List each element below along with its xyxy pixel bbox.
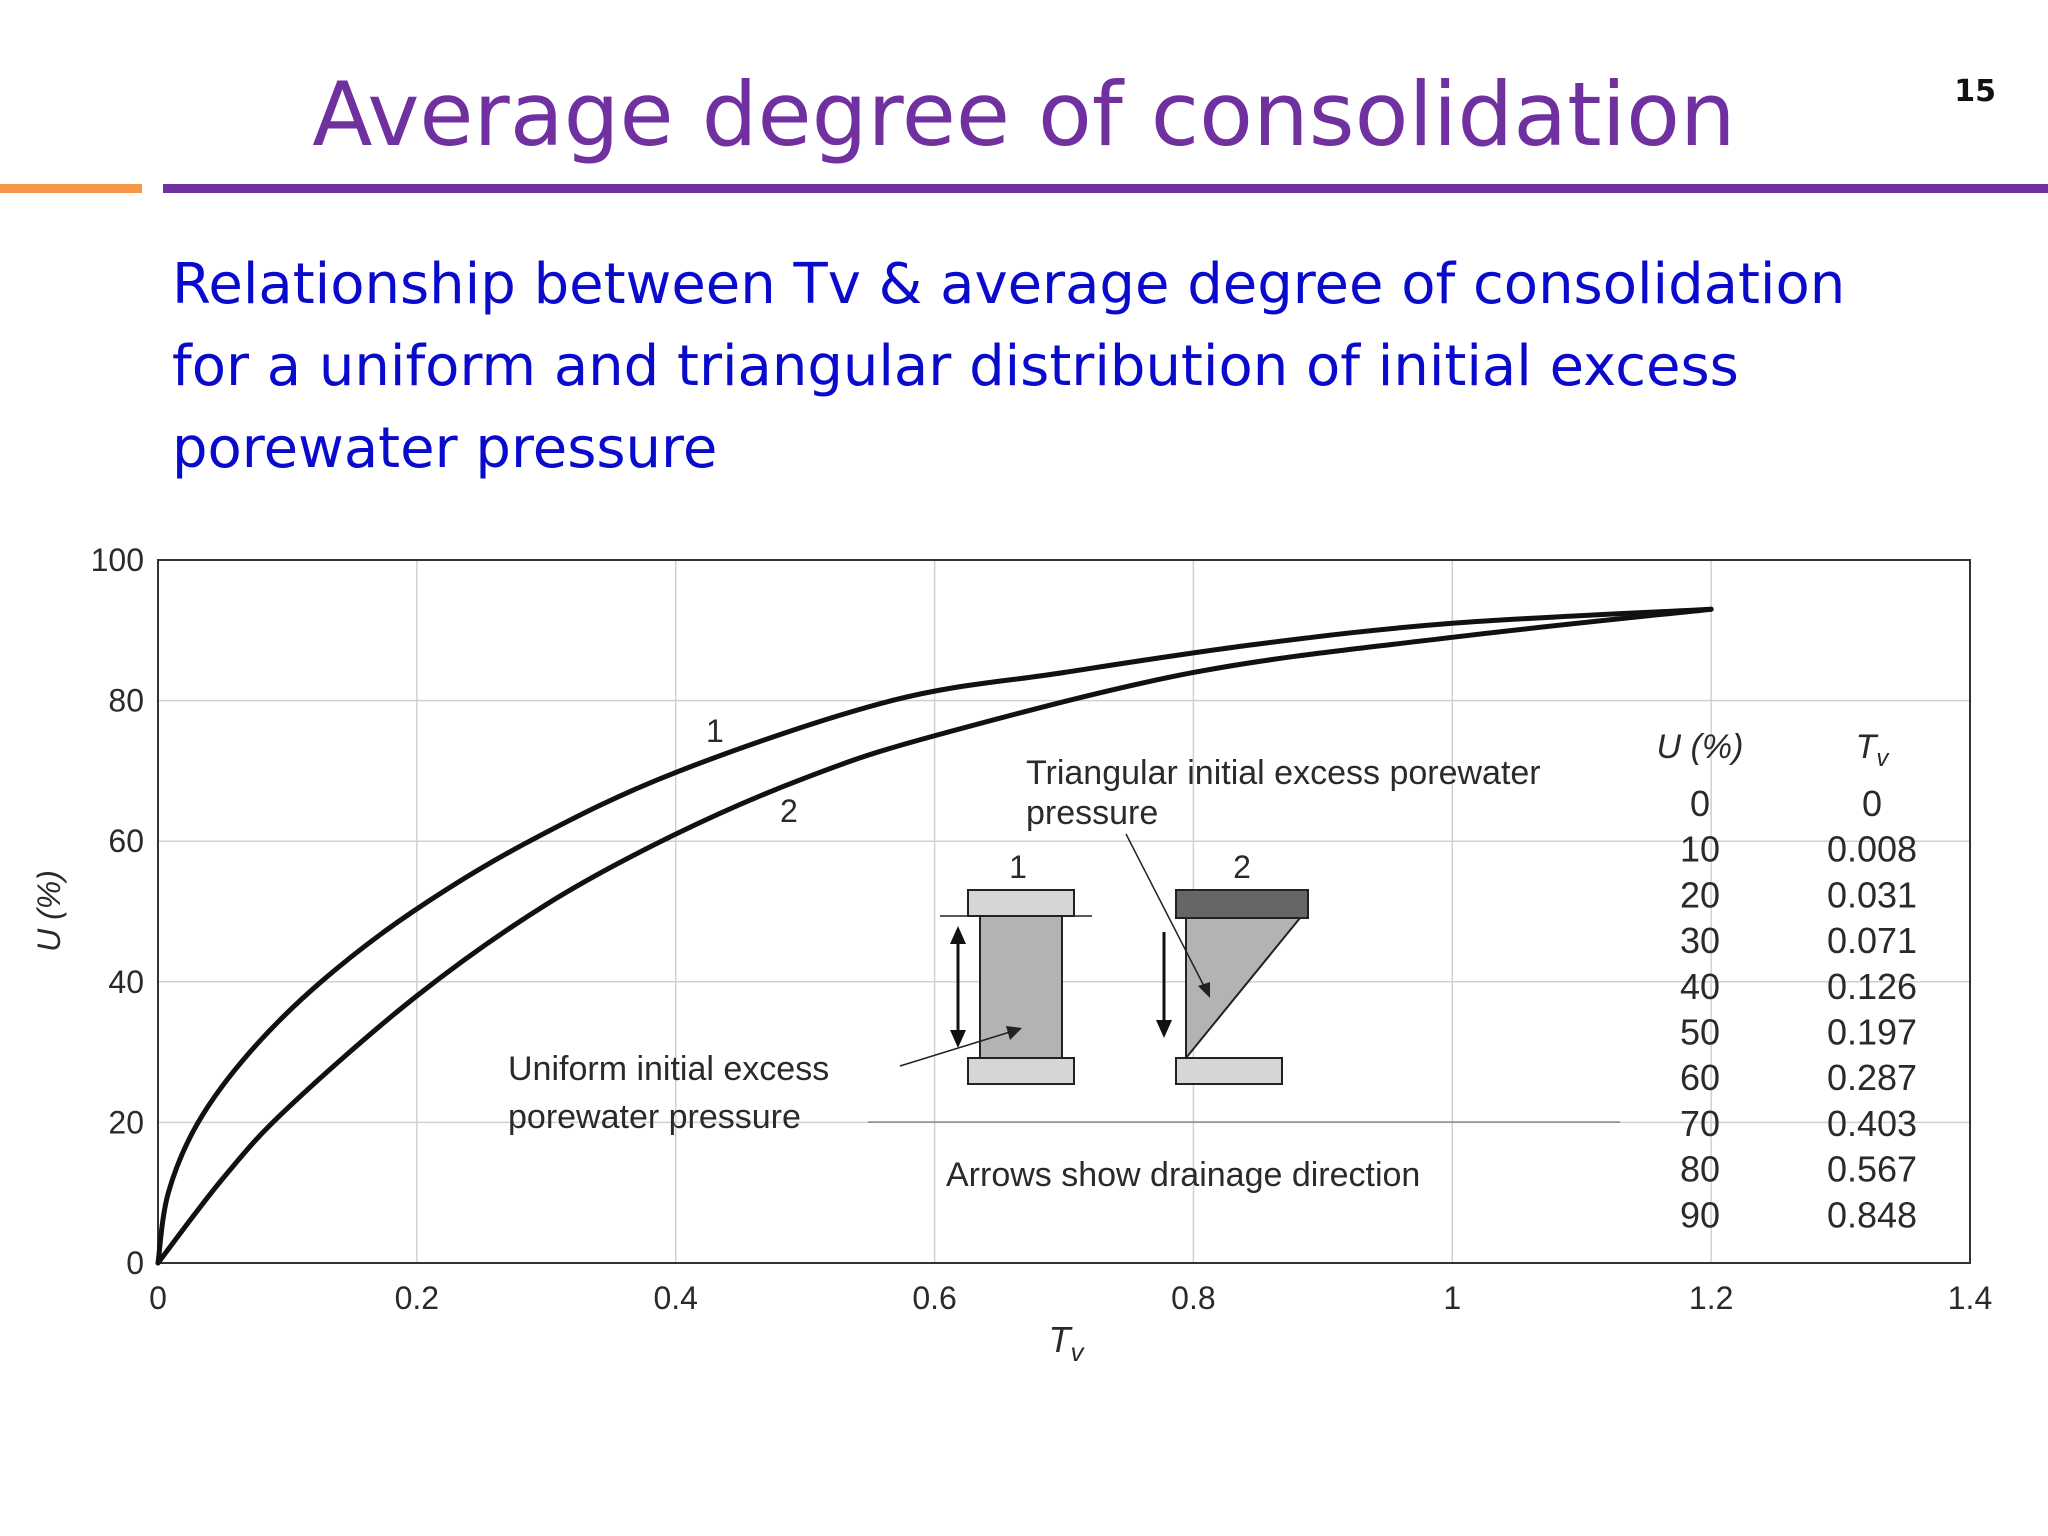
slide-number: 15 [1954,74,1996,109]
table-cell-tv: 0.287 [1827,1057,1917,1098]
curve-1 [155,606,1714,1266]
uniform-arrow-down-icon [950,1030,966,1048]
table-cell-tv: 0.848 [1827,1194,1917,1235]
table-cell-u: 60 [1680,1057,1720,1098]
uniform-callout-leader [899,1031,1011,1067]
x-tick-label: 0.4 [653,1280,697,1316]
curve-1-label: 1 [706,713,724,749]
diagram-2-label: 2 [1233,849,1251,885]
table-cell-u: 30 [1680,920,1720,961]
x-tick-label: 1.2 [1689,1280,1733,1316]
x-tick-label: 1.4 [1948,1280,1992,1316]
table-header-u: U (%) [1657,728,1744,766]
y-tick-label: 60 [108,823,144,859]
table-header-tv-main: T [1856,728,1879,766]
curves [155,606,1714,1266]
uniform-callout-arrowhead-icon [1006,1026,1022,1040]
drainage-note: Arrows show drainage direction [946,1156,1420,1194]
x-tick-label: 0 [149,1280,167,1316]
uniform-arrow-up-icon [950,926,966,944]
y-tick-label: 80 [108,683,144,719]
plot-frame [157,559,1971,1264]
triangular-pressure-block [1185,917,1303,1061]
table-rows: 0 0 10 0.008 20 0.031 30 0.071 40 0.126 50 0.197 60 0… [1680,783,1917,1235]
table-cell-u: 10 [1680,829,1720,870]
table-cell-u: 20 [1680,874,1720,915]
uniform-top-plate [967,889,1075,917]
curve-2-label: 2 [780,793,798,829]
triangular-arrow-down-icon [1156,1020,1172,1038]
curve-2 [155,606,1714,1266]
triangular-callout-arrowhead-icon [1198,982,1210,998]
x-tick-label: 0.6 [912,1280,956,1316]
uniform-bottom-plate [967,1057,1075,1085]
y-axis-ticks: 0 20 40 60 80 100 [91,542,144,1281]
triangular-distribution-diagram: 2 [1156,849,1309,1085]
y-tick-label: 0 [126,1245,144,1281]
table-cell-tv: 0.008 [1827,829,1917,870]
table-cell-tv: 0.197 [1827,1012,1917,1053]
x-tick-label: 1 [1443,1280,1461,1316]
table-cell-tv: 0.403 [1827,1103,1917,1144]
table-cell-tv: 0.031 [1827,874,1917,915]
uniform-callout-line-2: porewater pressure [508,1098,801,1136]
y-axis-label: U (%) [31,870,67,952]
x-tick-label: 0.8 [1171,1280,1215,1316]
table-cell-tv: 0.126 [1827,966,1917,1007]
slide-title: Average degree of consolidation [312,63,1736,166]
table-header-tv: Tv [1856,728,1891,772]
triangular-callout-line-1: Triangular initial excess porewater [1026,754,1541,792]
slide-subtitle: Relationship between Tv & average degree… [172,252,1846,481]
title-rule [163,184,2048,193]
x-axis-label: T [1049,1319,1074,1360]
table-header-tv-subscript: v [1876,745,1890,772]
x-axis-label-subscript: v [1071,1337,1086,1367]
tv-reference-table: U (%) Tv 0 0 10 0.008 20 0.031 30 0.071 40 0.126 5… [1657,728,1917,1235]
triangular-top-plate [1175,889,1309,919]
x-axis-title: Tv [1049,1319,1086,1367]
y-tick-label: 20 [108,1104,144,1140]
table-cell-tv: 0.567 [1827,1149,1917,1190]
diagram-1-label: 1 [1009,849,1027,885]
triangular-callout-line-2: pressure [1026,794,1158,832]
uniform-callout-line-1: Uniform initial excess [508,1050,829,1088]
table-cell-u: 90 [1680,1194,1720,1235]
y-tick-label: 40 [108,964,144,1000]
svg-text:Tv: Tv [1049,1319,1086,1367]
table-cell-u: 40 [1680,966,1720,1007]
x-axis-ticks: 0 0.2 0.4 0.6 0.8 1 1.2 1.4 [149,1280,1992,1316]
x-tick-label: 0.2 [395,1280,439,1316]
y-tick-label: 100 [91,542,144,578]
title-rule-accent [0,184,142,193]
uniform-distribution-diagram: 1 [940,849,1092,1085]
table-cell-u: 50 [1680,1012,1720,1053]
table-cell-tv: 0.071 [1827,920,1917,961]
table-cell-u: 70 [1680,1103,1720,1144]
table-cell-tv: 0 [1862,783,1882,824]
table-cell-u: 0 [1690,783,1710,824]
table-cell-u: 80 [1680,1149,1720,1190]
triangular-bottom-plate [1175,1057,1283,1085]
triangular-callout-leader [1125,833,1207,991]
